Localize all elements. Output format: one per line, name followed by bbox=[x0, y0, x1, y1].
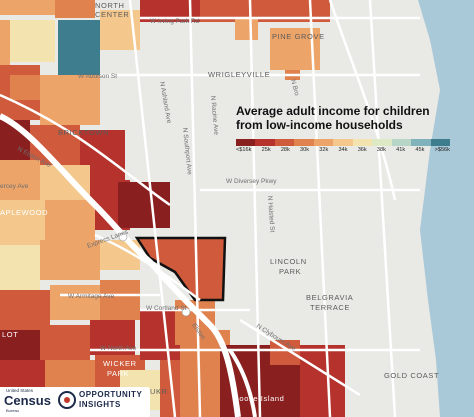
label-irving-park: W Irving Park Rd bbox=[150, 18, 200, 25]
legend-tick-label: <$16k bbox=[236, 147, 252, 153]
legend-swatch bbox=[352, 139, 373, 146]
oi-logo-line1: OPPORTUNITY bbox=[79, 390, 143, 399]
label-park: PARK bbox=[279, 267, 301, 276]
label-pine-grove: PINE GROVE bbox=[272, 32, 325, 41]
legend: Average adult income for children from l… bbox=[236, 104, 450, 153]
label-wicker: WICKER bbox=[103, 359, 137, 368]
legend-swatch bbox=[313, 139, 334, 146]
label-racine: N Racine Ave bbox=[209, 96, 219, 136]
legend-tick-label: 36k bbox=[357, 147, 367, 153]
logo-bar: United States Census Bureau OPPORTUNITY … bbox=[0, 387, 150, 417]
chicago-river bbox=[0, 113, 241, 417]
legend-tick-label: 45k bbox=[415, 147, 425, 153]
legend-swatch bbox=[430, 139, 450, 146]
legend-title-line2: from low-income households bbox=[236, 118, 403, 132]
label-bricktown: BRICKTOWN bbox=[58, 128, 109, 137]
census-logo: Census bbox=[4, 393, 51, 408]
label-broadway: N Bro bbox=[289, 79, 300, 97]
legend-tick-label: 30k bbox=[300, 147, 310, 153]
roads bbox=[0, 0, 420, 417]
label-maplewood: APLEWOOD bbox=[0, 208, 48, 217]
highlighted-tract[interactable] bbox=[134, 236, 227, 302]
label-center: CENTER bbox=[95, 10, 129, 19]
legend-swatch bbox=[411, 139, 431, 146]
legend-swatch bbox=[236, 139, 256, 146]
label-belgravia: BELGRAVIA bbox=[306, 293, 353, 302]
label-terrace: TERRACE bbox=[310, 303, 350, 312]
legend-swatch bbox=[255, 139, 275, 146]
label-wrigleyville: WRIGLEYVILLE bbox=[208, 70, 270, 79]
lake-michigan bbox=[418, 0, 474, 417]
river-branch bbox=[228, 348, 257, 417]
legend-tick-label: 25k bbox=[261, 147, 271, 153]
label-north-ave: W North Ave bbox=[100, 345, 137, 352]
label-wicker-park: PARK bbox=[107, 369, 129, 378]
legend-tick-label: 38k bbox=[376, 147, 386, 153]
opportunity-insights-icon bbox=[58, 391, 76, 409]
label-north: NORTH bbox=[95, 1, 125, 10]
label-goose-island: Goose Island bbox=[233, 394, 284, 403]
label-lincoln: LINCOLN bbox=[270, 257, 307, 266]
legend-tick-label: 28k bbox=[280, 147, 290, 153]
label-ukrainian: UKR bbox=[150, 387, 168, 396]
label-lot: LOT bbox=[2, 330, 18, 339]
legend-swatches bbox=[236, 139, 450, 146]
label-diversey: W Diversey Pkwy bbox=[226, 178, 277, 185]
legend-swatch bbox=[372, 139, 392, 146]
label-cortland: W Cortland St bbox=[146, 305, 187, 312]
highway-shields bbox=[118, 232, 191, 317]
label-armitage: W Armitage Ave bbox=[68, 293, 115, 300]
legend-title-line1: Average adult income for children bbox=[236, 104, 430, 118]
legend-tick-label: 34k bbox=[338, 147, 348, 153]
oi-logo-line2: INSIGHTS bbox=[79, 400, 121, 409]
census-small-label: United States bbox=[6, 388, 34, 393]
label-gold-coast: GOLD COAST bbox=[384, 371, 439, 380]
legend-swatch bbox=[294, 139, 314, 146]
census-tracts bbox=[0, 0, 345, 417]
census-sub-label: Bureau bbox=[6, 408, 19, 413]
legend-ticks: <$16k 25k 28k 30k 32k 34k 36k 38k 41k 45k >$56k bbox=[236, 147, 450, 153]
legend-tick-label: 32k bbox=[319, 147, 329, 153]
label-fullerton: ercey Ave bbox=[0, 183, 29, 190]
label-southport: N Southport Ave bbox=[181, 127, 193, 175]
legend-tick-label: >$56k bbox=[434, 147, 450, 153]
label-addison: W Addison St bbox=[78, 73, 117, 80]
legend-tick-label: 41k bbox=[396, 147, 406, 153]
legend-swatch bbox=[274, 139, 295, 146]
legend-swatch bbox=[333, 139, 353, 146]
label-halsted: N Halsted St bbox=[266, 196, 276, 233]
legend-swatch bbox=[391, 139, 412, 146]
